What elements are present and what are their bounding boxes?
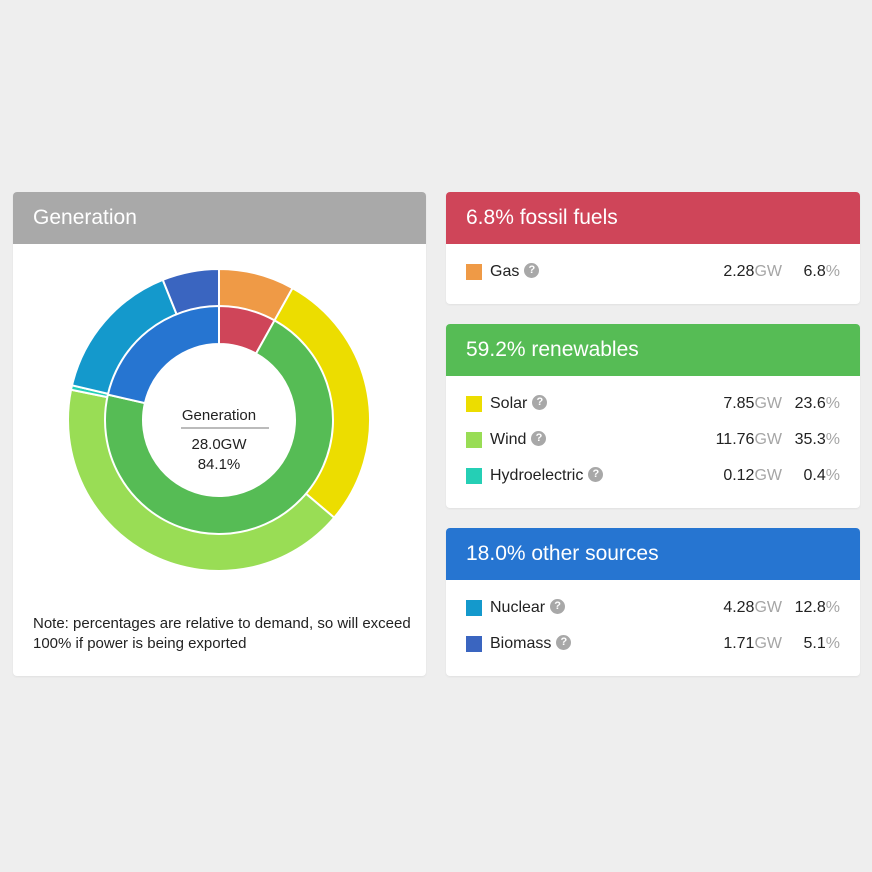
donut-slice-other-sources[interactable] bbox=[106, 304, 220, 405]
nuclear-swatch bbox=[466, 600, 482, 616]
fossil-fuels-card: 6.8% fossil fuels Gas? 2.28GW 6.8% bbox=[446, 192, 860, 304]
source-pct-biomass: 5.1% bbox=[803, 635, 840, 652]
source-gw-gas: 2.28GW bbox=[723, 263, 782, 280]
generation-donut-chart: Generation 28.0GW 84.1% bbox=[67, 267, 371, 572]
renewables-title: 59.2% renewables bbox=[446, 324, 860, 376]
source-pct-wind: 35.3% bbox=[794, 431, 840, 448]
help-icon[interactable]: ? bbox=[524, 263, 540, 279]
donut-center-gw: 28.0GW bbox=[191, 436, 247, 453]
source-name-wind: Wind? bbox=[490, 422, 547, 458]
source-row-solar: Solar? 7.85GW 23.6% bbox=[446, 386, 860, 422]
inner-ring bbox=[104, 304, 334, 535]
source-gw-wind: 11.76GW bbox=[715, 431, 782, 448]
help-icon[interactable]: ? bbox=[550, 599, 566, 615]
source-row-gas: Gas? 2.28GW 6.8% bbox=[446, 254, 860, 290]
source-name-hydroelectric: Hydroelectric? bbox=[490, 458, 604, 494]
source-name-solar: Solar? bbox=[490, 386, 548, 422]
wind-swatch bbox=[466, 432, 482, 448]
help-icon[interactable]: ? bbox=[531, 431, 547, 447]
other-sources-card: 18.0% other sources Nuclear? 4.28GW 12.8… bbox=[446, 528, 860, 676]
gas-swatch bbox=[466, 264, 482, 280]
help-icon[interactable]: ? bbox=[588, 467, 604, 483]
source-pct-gas: 6.8% bbox=[803, 263, 840, 280]
source-gw-hydroelectric: 0.12GW bbox=[723, 467, 782, 484]
donut-slice-renewables[interactable] bbox=[104, 319, 334, 535]
source-pct-nuclear: 12.8% bbox=[794, 599, 840, 616]
source-row-nuclear: Nuclear? 4.28GW 12.8% bbox=[446, 590, 860, 626]
solar-swatch bbox=[466, 396, 482, 412]
renewables-card: 59.2% renewables Solar? 7.85GW 23.6% Win… bbox=[446, 324, 860, 508]
source-gw-nuclear: 4.28GW bbox=[723, 599, 782, 616]
source-name-biomass: Biomass? bbox=[490, 626, 572, 662]
source-name-gas: Gas? bbox=[490, 254, 540, 290]
source-name-nuclear: Nuclear? bbox=[490, 590, 566, 626]
generation-card: Generation Generation 28.0GW 84.1% Note:… bbox=[13, 192, 426, 676]
source-pct-solar: 23.6% bbox=[794, 395, 840, 412]
hydroelectric-swatch bbox=[466, 468, 482, 484]
source-gw-biomass: 1.71GW bbox=[723, 635, 782, 652]
generation-note: Note: percentages are relative to demand… bbox=[33, 615, 411, 652]
generation-card-title: Generation bbox=[13, 192, 426, 244]
source-row-biomass: Biomass? 1.71GW 5.1% bbox=[446, 626, 860, 662]
donut-center-pct: 84.1% bbox=[198, 456, 241, 473]
fossil-fuels-title: 6.8% fossil fuels bbox=[446, 192, 860, 244]
source-gw-solar: 7.85GW bbox=[723, 395, 782, 412]
help-icon[interactable]: ? bbox=[556, 635, 572, 651]
other-sources-title: 18.0% other sources bbox=[446, 528, 860, 580]
source-pct-hydroelectric: 0.4% bbox=[803, 467, 840, 484]
biomass-swatch bbox=[466, 636, 482, 652]
source-row-wind: Wind? 11.76GW 35.3% bbox=[446, 422, 860, 458]
donut-center-label: Generation bbox=[182, 407, 256, 424]
source-row-hydroelectric: Hydroelectric? 0.12GW 0.4% bbox=[446, 458, 860, 494]
help-icon[interactable]: ? bbox=[532, 395, 548, 411]
